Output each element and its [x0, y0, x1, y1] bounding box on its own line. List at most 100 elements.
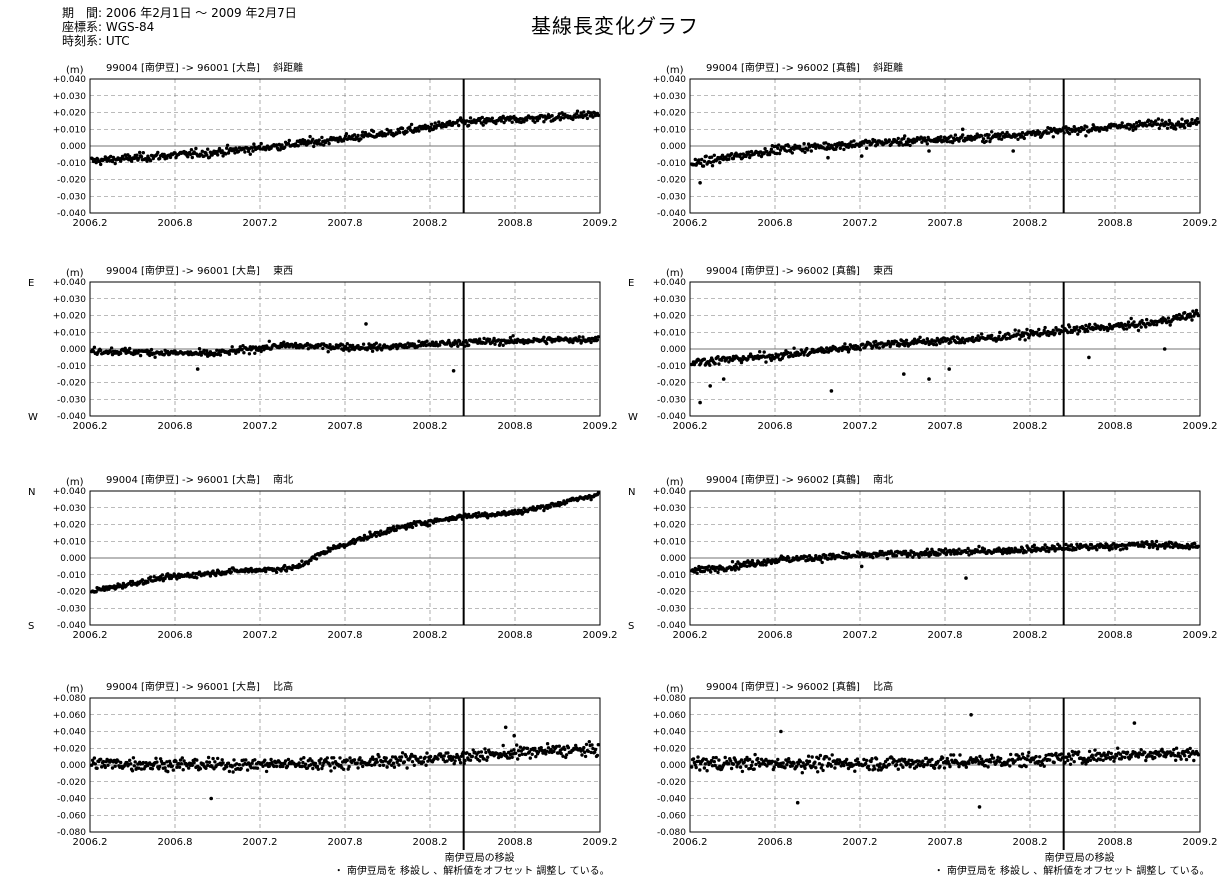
data-point: [540, 746, 543, 749]
data-point: [1093, 748, 1096, 751]
data-point: [848, 348, 851, 351]
data-point: [93, 756, 96, 759]
data-point: [114, 162, 117, 165]
data-point: [711, 164, 714, 167]
y-tick-label: +0.040: [53, 75, 87, 85]
data-point: [99, 349, 102, 352]
data-point: [228, 770, 231, 773]
outlier-point: [961, 128, 965, 132]
data-point: [816, 770, 819, 773]
y-tick-label: -0.010: [57, 159, 86, 169]
data-point: [348, 756, 351, 759]
data-point: [314, 762, 317, 765]
data-point: [180, 762, 183, 765]
y-tick-label: +0.040: [53, 278, 87, 288]
data-point: [256, 767, 259, 770]
data-point: [586, 117, 589, 120]
x-tick-label: 2006.2: [673, 421, 708, 432]
data-point: [216, 153, 219, 156]
x-tick-label: 2009.2: [1183, 837, 1218, 848]
data-point: [758, 350, 761, 353]
x-tick-label: 2006.2: [73, 218, 108, 229]
data-point: [783, 766, 786, 769]
data-point: [318, 138, 321, 141]
x-tick-label: 2008.2: [413, 421, 448, 432]
chart-panel: (m) 99004 [南伊豆] -> 96002 [真鶴] 南北+0.040+0.…: [628, 473, 1218, 641]
data-point: [1082, 128, 1085, 131]
y-tick-label: +0.040: [653, 487, 687, 497]
data-point: [488, 338, 491, 341]
x-tick-label: 2008.2: [1013, 837, 1048, 848]
data-point: [930, 758, 933, 761]
data-point: [392, 762, 395, 765]
chart-title: 99004 [南伊豆] -> 96002 [真鶴] 南北: [706, 473, 893, 486]
data-point: [597, 743, 600, 746]
data-point: [1084, 134, 1087, 137]
x-tick-label: 2007.2: [843, 421, 878, 432]
data-point: [397, 763, 400, 766]
data-point: [190, 148, 193, 151]
data-point: [852, 139, 855, 142]
data-point: [163, 766, 166, 769]
data-point: [588, 740, 591, 743]
data-point: [1111, 547, 1114, 550]
upper-axis-label: E: [28, 278, 34, 289]
data-point: [705, 769, 708, 772]
lower-axis-label: S: [628, 621, 634, 632]
data-point: [941, 340, 944, 343]
data-point: [895, 763, 898, 766]
data-point: [1190, 318, 1193, 321]
data-point: [99, 758, 102, 761]
data-point: [194, 147, 197, 150]
chart-title: 99004 [南伊豆] -> 96001 [大島] 南北: [106, 473, 293, 486]
data-point: [1128, 127, 1131, 130]
data-point: [129, 762, 132, 765]
data-point: [690, 765, 693, 768]
data-point: [478, 759, 481, 762]
data-point: [821, 763, 824, 766]
outlier-point: [196, 367, 200, 371]
outlier-point: [964, 576, 968, 580]
data-point: [1085, 125, 1088, 128]
data-point: [119, 761, 122, 764]
y-tick-label: +0.020: [53, 109, 87, 119]
x-tick-label: 2007.2: [243, 218, 278, 229]
data-point: [957, 548, 960, 551]
x-tick-label: 2007.8: [928, 630, 963, 641]
data-point: [1088, 323, 1091, 326]
upper-axis-label: N: [628, 487, 635, 498]
data-point: [225, 765, 228, 768]
data-point: [134, 760, 137, 763]
data-point: [585, 743, 588, 746]
data-point: [903, 134, 906, 137]
data-point: [1029, 760, 1032, 763]
data-point: [878, 346, 881, 349]
outlier-point: [698, 181, 702, 185]
data-point: [166, 770, 169, 773]
data-point: [868, 768, 871, 771]
y-tick-label: -0.060: [657, 811, 686, 821]
data-point: [195, 758, 198, 761]
chart-title: 99004 [南伊豆] -> 96002 [真鶴] 斜距離: [706, 61, 903, 74]
data-point: [332, 756, 335, 759]
y-tick-label: +0.010: [653, 537, 687, 547]
data-point: [1160, 119, 1163, 122]
data-point: [1043, 765, 1046, 768]
data-point: [705, 155, 708, 158]
data-point: [511, 121, 514, 124]
data-point: [730, 767, 733, 770]
data-point: [713, 154, 716, 157]
data-point: [484, 751, 487, 754]
y-tick-label: 0.000: [660, 761, 686, 771]
data-point: [260, 142, 263, 145]
data-point: [171, 764, 174, 767]
data-point: [1025, 328, 1028, 331]
data-point: [455, 342, 458, 345]
data-point: [459, 116, 462, 119]
data-point: [514, 752, 517, 755]
data-point: [1121, 121, 1124, 124]
data-point: [1143, 751, 1146, 754]
data-point: [703, 766, 706, 769]
x-tick-label: 2008.8: [498, 421, 533, 432]
data-point: [1053, 332, 1056, 335]
